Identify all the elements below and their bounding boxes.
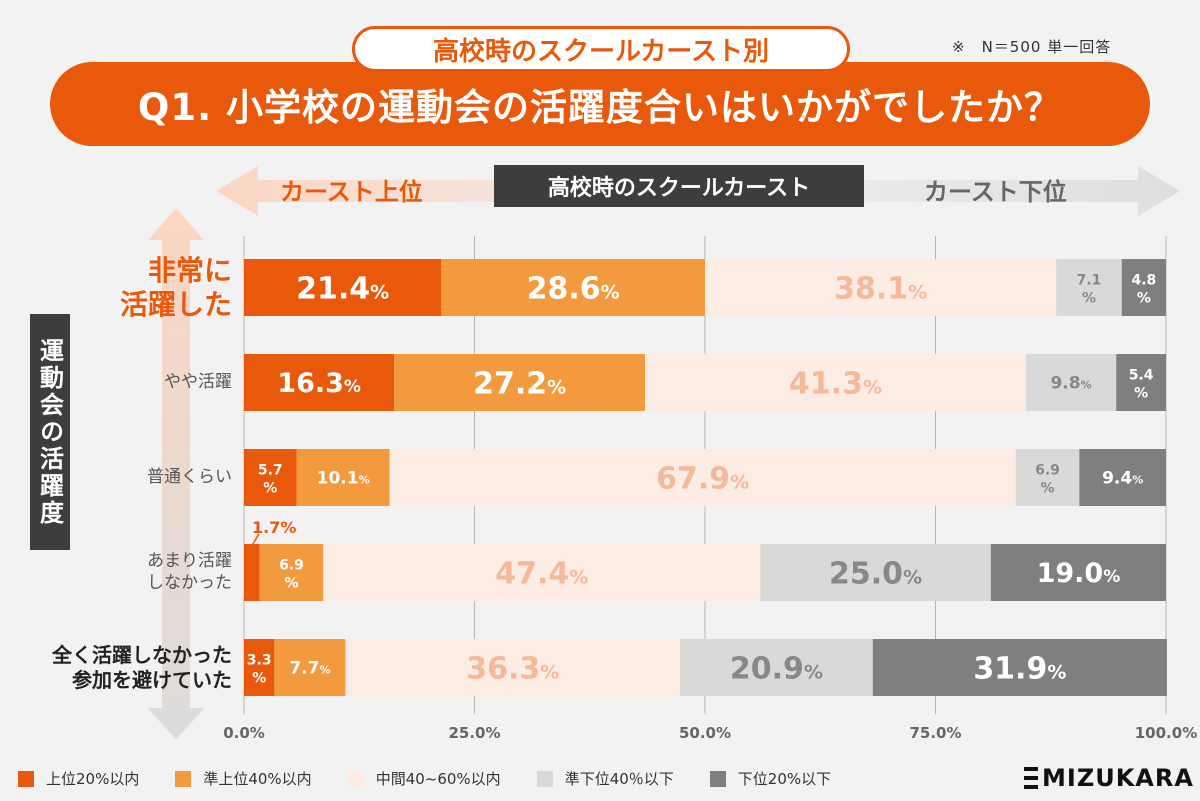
activity-vertical-arrow xyxy=(148,208,204,740)
bar-segment xyxy=(872,639,1167,696)
bar-segment xyxy=(389,449,1016,506)
bar-segment xyxy=(259,544,324,601)
bar-segment xyxy=(680,639,873,696)
legend-swatch xyxy=(347,770,364,787)
brand-logo: MIZUKARA xyxy=(1024,764,1194,792)
x-tick-label: 75.0% xyxy=(909,724,961,742)
bar-segment xyxy=(1116,354,1166,411)
bar-segment xyxy=(705,259,1057,316)
bar-segment xyxy=(645,354,1026,411)
data-label: 41.3% xyxy=(789,366,882,401)
bar-segment xyxy=(1079,449,1166,506)
data-label: 9.4% xyxy=(1102,469,1143,489)
bar-segment xyxy=(244,354,395,411)
bar-segment xyxy=(1121,259,1166,316)
data-label: 4.8 xyxy=(1131,273,1156,289)
category-label: やや活躍 xyxy=(164,371,232,392)
legend-swatch xyxy=(18,770,34,787)
data-label: 25.0% xyxy=(829,556,922,591)
legend-swatch xyxy=(709,770,726,787)
data-label: 27.2% xyxy=(473,366,566,401)
data-label: 7.1 xyxy=(1077,273,1102,289)
legend-swatch xyxy=(536,770,553,787)
data-label: 3.3 xyxy=(247,653,272,669)
subtitle-pill: 高校時のスクールカースト別 xyxy=(352,26,850,72)
data-label: 20.9% xyxy=(730,651,823,686)
bar-segment xyxy=(1015,449,1080,506)
bar-segment xyxy=(345,639,681,696)
x-tick-label: 0.0% xyxy=(223,724,265,742)
data-label-unit: % xyxy=(1137,291,1151,307)
bar-segment xyxy=(760,544,991,601)
caste-bottom-label: カースト下位 xyxy=(924,178,1067,206)
data-label: 16.3% xyxy=(277,368,361,399)
legend-label: 下位20%以下 xyxy=(737,770,832,788)
data-label: 5.7 xyxy=(258,463,283,479)
legend-item: 準下位40％以下 xyxy=(536,768,674,789)
data-label-unit: % xyxy=(252,671,266,687)
data-label: 5.4 xyxy=(1129,368,1154,384)
legend-label: 上位20%以内 xyxy=(46,770,140,788)
bar-segment xyxy=(323,544,761,601)
bar-segment xyxy=(394,354,646,411)
bar-segment xyxy=(244,449,297,506)
legend-item: 準上位40%以内 xyxy=(175,768,312,789)
data-label-unit: % xyxy=(263,481,277,497)
x-tick-label: 25.0% xyxy=(448,724,500,742)
bar-segment xyxy=(296,449,390,506)
data-label: 36.3% xyxy=(466,651,559,686)
logo-icon xyxy=(1024,767,1038,789)
question-title: Q1. 小学校の運動会の活躍度合いはいかがでしたか？ xyxy=(50,62,1150,146)
data-label: 9.8% xyxy=(1050,374,1091,394)
data-label-unit: % xyxy=(1041,481,1055,497)
legend-item: 上位20%以内 xyxy=(18,768,139,789)
legend: 上位20%以内 準上位40%以内 中間40~60%以内 準下位40％以下 下位20%以下 xyxy=(18,768,867,789)
bar-segment xyxy=(274,639,346,696)
sample-note: ※ N＝500 単一回答 xyxy=(952,38,1112,56)
caste-top-label: カースト上位 xyxy=(280,178,423,206)
data-label-unit: % xyxy=(284,576,298,592)
data-label: 38.1% xyxy=(834,271,927,306)
y-axis-title: 運動会の活躍度 xyxy=(30,314,70,550)
data-label: 67.9% xyxy=(656,461,749,496)
legend-label: 準上位40%以内 xyxy=(203,770,312,788)
data-label: 21.4% xyxy=(296,271,389,306)
x-tick-label: 50.0% xyxy=(679,724,731,742)
bar-segment xyxy=(1056,259,1122,316)
category-label: 非常に 活躍した xyxy=(119,253,232,321)
data-label: 28.6% xyxy=(527,271,620,306)
data-label: 6.9 xyxy=(279,558,304,574)
legend-item: 下位20%以下 xyxy=(709,768,832,789)
bar-segment xyxy=(244,639,275,696)
data-label-unit: % xyxy=(1082,291,1096,307)
data-label: 47.4% xyxy=(495,556,588,591)
bar-segment xyxy=(990,544,1166,601)
legend-label: 準下位40％以下 xyxy=(564,770,674,788)
data-label: 10.1% xyxy=(317,469,370,489)
data-label-unit: % xyxy=(1134,386,1148,402)
logo-text: MIZUKARA xyxy=(1042,764,1194,792)
caste-center-label: 高校時のスクールカースト xyxy=(494,165,864,207)
legend-label: 中間40~60%以内 xyxy=(375,770,501,788)
data-label: 19.0% xyxy=(1037,558,1121,589)
data-label: 6.9 xyxy=(1035,463,1060,479)
data-label: 31.9% xyxy=(973,651,1066,686)
bar-segment xyxy=(244,259,442,316)
bar-segment xyxy=(441,259,705,316)
category-label: 全く活躍しなかった 参加を避けていた xyxy=(52,642,232,692)
data-label: 1.7% xyxy=(252,518,296,537)
legend-item: 中間40~60%以内 xyxy=(347,768,501,789)
legend-swatch xyxy=(175,770,192,787)
bar-segment xyxy=(244,544,260,601)
x-tick-label: 100.0% xyxy=(1135,724,1197,742)
category-label: あまり活躍 しなかった xyxy=(147,551,232,593)
data-label: 7.7% xyxy=(289,659,330,679)
bar-segment xyxy=(1025,354,1117,411)
data-label-leader xyxy=(251,533,260,547)
category-label: 普通くらい xyxy=(147,466,232,487)
